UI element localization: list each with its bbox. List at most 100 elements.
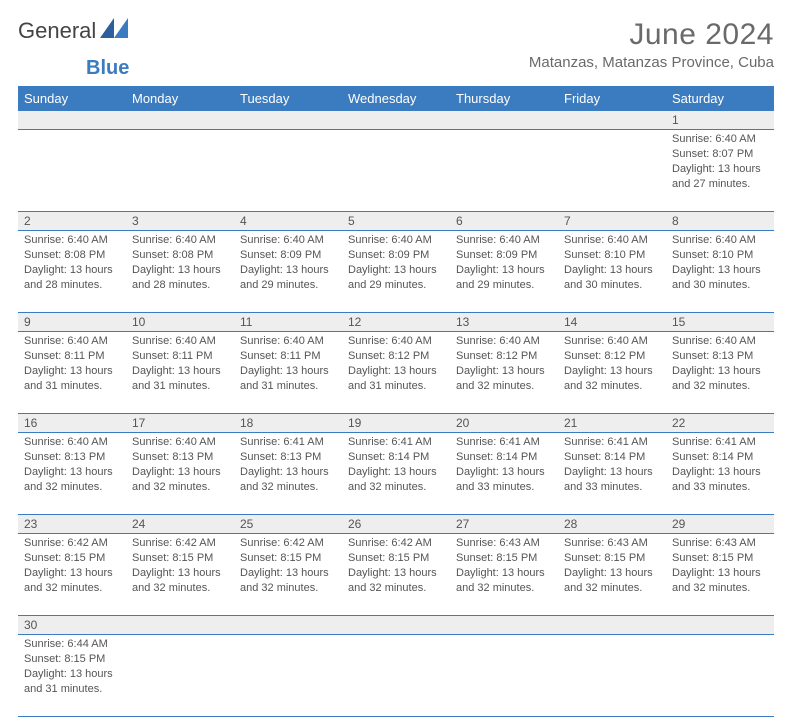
sunrise-line: Sunrise: 6:43 AM [672, 537, 756, 549]
sunrise-line: Sunrise: 6:42 AM [24, 537, 108, 549]
day-number-cell: 3 [126, 212, 234, 231]
sunset-line: Sunset: 8:11 PM [240, 350, 321, 362]
daylight-line: Daylight: 13 hours and 32 minutes. [24, 567, 113, 594]
day-content: Sunrise: 6:40 AMSunset: 8:13 PMDaylight:… [126, 433, 234, 498]
daylight-line: Daylight: 13 hours and 32 minutes. [456, 567, 545, 594]
daylight-line: Daylight: 13 hours and 33 minutes. [456, 466, 545, 493]
day-cell: Sunrise: 6:40 AMSunset: 8:08 PMDaylight:… [126, 231, 234, 313]
day-content: Sunrise: 6:42 AMSunset: 8:15 PMDaylight:… [126, 534, 234, 599]
sunset-line: Sunset: 8:10 PM [672, 249, 753, 261]
day-content: Sunrise: 6:40 AMSunset: 8:08 PMDaylight:… [18, 231, 126, 296]
day-cell [126, 130, 234, 212]
sunrise-line: Sunrise: 6:41 AM [240, 436, 324, 448]
day-number-cell [450, 616, 558, 635]
sunrise-line: Sunrise: 6:41 AM [456, 436, 540, 448]
day-number-cell: 23 [18, 515, 126, 534]
sunset-line: Sunset: 8:09 PM [240, 249, 321, 261]
sunset-line: Sunset: 8:12 PM [348, 350, 429, 362]
weekday-header: Thursday [450, 86, 558, 111]
sunset-line: Sunset: 8:15 PM [240, 552, 321, 564]
sunset-line: Sunset: 8:15 PM [564, 552, 645, 564]
day-content: Sunrise: 6:40 AMSunset: 8:09 PMDaylight:… [342, 231, 450, 296]
day-cell: Sunrise: 6:40 AMSunset: 8:10 PMDaylight:… [666, 231, 774, 313]
sunset-line: Sunset: 8:08 PM [24, 249, 105, 261]
day-content: Sunrise: 6:40 AMSunset: 8:12 PMDaylight:… [450, 332, 558, 397]
sunrise-line: Sunrise: 6:40 AM [348, 335, 432, 347]
sunrise-line: Sunrise: 6:40 AM [564, 335, 648, 347]
day-cell: Sunrise: 6:40 AMSunset: 8:09 PMDaylight:… [342, 231, 450, 313]
sunset-line: Sunset: 8:15 PM [24, 653, 105, 665]
sunrise-line: Sunrise: 6:40 AM [348, 234, 432, 246]
daylight-line: Daylight: 13 hours and 32 minutes. [24, 466, 113, 493]
sunset-line: Sunset: 8:09 PM [456, 249, 537, 261]
day-content: Sunrise: 6:42 AMSunset: 8:15 PMDaylight:… [234, 534, 342, 599]
sunset-line: Sunset: 8:14 PM [672, 451, 753, 463]
sunrise-line: Sunrise: 6:40 AM [672, 335, 756, 347]
sunrise-line: Sunrise: 6:44 AM [24, 638, 108, 650]
day-content: Sunrise: 6:40 AMSunset: 8:09 PMDaylight:… [234, 231, 342, 296]
day-number-cell: 9 [18, 313, 126, 332]
sunset-line: Sunset: 8:14 PM [456, 451, 537, 463]
day-cell: Sunrise: 6:41 AMSunset: 8:13 PMDaylight:… [234, 433, 342, 515]
daylight-line: Daylight: 13 hours and 30 minutes. [564, 264, 653, 291]
day-number-cell: 10 [126, 313, 234, 332]
day-number-cell [666, 616, 774, 635]
day-cell: Sunrise: 6:42 AMSunset: 8:15 PMDaylight:… [126, 534, 234, 616]
day-number-cell: 21 [558, 414, 666, 433]
day-cell: Sunrise: 6:41 AMSunset: 8:14 PMDaylight:… [666, 433, 774, 515]
day-cell: Sunrise: 6:43 AMSunset: 8:15 PMDaylight:… [558, 534, 666, 616]
day-cell [234, 635, 342, 717]
sunset-line: Sunset: 8:12 PM [564, 350, 645, 362]
daylight-line: Daylight: 13 hours and 32 minutes. [348, 567, 437, 594]
weekday-header: Wednesday [342, 86, 450, 111]
daylight-line: Daylight: 13 hours and 32 minutes. [348, 466, 437, 493]
logo-icon [100, 18, 128, 44]
day-cell: Sunrise: 6:40 AMSunset: 8:12 PMDaylight:… [450, 332, 558, 414]
day-content: Sunrise: 6:44 AMSunset: 8:15 PMDaylight:… [18, 635, 126, 700]
day-cell: Sunrise: 6:42 AM Sunset: 8:15 PM Daylight:… [18, 534, 126, 616]
daylight-line: Daylight: 13 hours and 33 minutes. [564, 466, 653, 493]
sunrise-line: Sunrise: 6:40 AM [132, 436, 216, 448]
logo-text-blue: Blue [86, 57, 129, 79]
day-cell: Sunrise: 6:40 AMSunset: 8:09 PMDaylight:… [234, 231, 342, 313]
day-content: Sunrise: 6:40 AMSunset: 8:13 PMDaylight:… [666, 332, 774, 397]
day-number-cell: 18 [234, 414, 342, 433]
daylight-line: Daylight: 13 hours and 28 minutes. [24, 264, 113, 291]
day-number-cell: 26 [342, 515, 450, 534]
day-content: Sunrise: 6:41 AMSunset: 8:14 PMDaylight:… [558, 433, 666, 498]
daylight-line: Daylight: 13 hours and 32 minutes. [240, 567, 329, 594]
sunrise-line: Sunrise: 6:43 AM [456, 537, 540, 549]
sunset-line: Sunset: 8:13 PM [672, 350, 753, 362]
sunrise-line: Sunrise: 6:40 AM [132, 335, 216, 347]
sunset-line: Sunset: 8:14 PM [564, 451, 645, 463]
sunrise-line: Sunrise: 6:40 AM [240, 234, 324, 246]
daylight-line: Daylight: 13 hours and 31 minutes. [24, 365, 113, 392]
sunset-line: Sunset: 8:14 PM [348, 451, 429, 463]
calendar-table: Sunday Monday Tuesday Wednesday Thursday… [18, 86, 774, 717]
day-content: Sunrise: 6:40 AMSunset: 8:10 PMDaylight:… [666, 231, 774, 296]
sunset-line: Sunset: 8:10 PM [564, 249, 645, 261]
day-cell: Sunrise: 6:40 AMSunset: 8:13 PMDaylight:… [18, 433, 126, 515]
day-cell: Sunrise: 6:41 AM Sunset: 8:14 PM Daylight:… [450, 433, 558, 515]
day-cell: Sunrise: 6:40 AMSunset: 8:11 PMDaylight:… [234, 332, 342, 414]
day-cell [342, 130, 450, 212]
daynum-row: 9101112131415 [18, 313, 774, 332]
day-content: Sunrise: 6:43 AMSunset: 8:15 PMDaylight:… [558, 534, 666, 599]
daylight-line: Daylight: 13 hours and 30 minutes. [672, 264, 761, 291]
day-number-cell [450, 111, 558, 130]
sunset-line: Sunset: 8:12 PM [456, 350, 537, 362]
day-number-cell: 17 [126, 414, 234, 433]
day-content: Sunrise: 6:43 AMSunset: 8:15 PMDaylight:… [666, 534, 774, 599]
day-number-cell [342, 111, 450, 130]
sunset-line: Sunset: 8:09 PM [348, 249, 429, 261]
day-content: Sunrise: 6:42 AM Sunset: 8:15 PM Daylight:… [18, 534, 126, 599]
daylight-line: Daylight: 13 hours and 32 minutes. [132, 466, 221, 493]
day-number-cell: 28 [558, 515, 666, 534]
sunset-line: Sunset: 8:15 PM [24, 552, 105, 564]
sunrise-line: Sunrise: 6:40 AM [456, 234, 540, 246]
day-number-cell: 8 [666, 212, 774, 231]
day-cell: Sunrise: 6:40 AMSunset: 8:13 PMDaylight:… [126, 433, 234, 515]
day-cell: Sunrise: 6:42 AMSunset: 8:15 PMDaylight:… [234, 534, 342, 616]
day-content: Sunrise: 6:40 AMSunset: 8:11 PMDaylight:… [234, 332, 342, 397]
daynum-row: 30 [18, 616, 774, 635]
